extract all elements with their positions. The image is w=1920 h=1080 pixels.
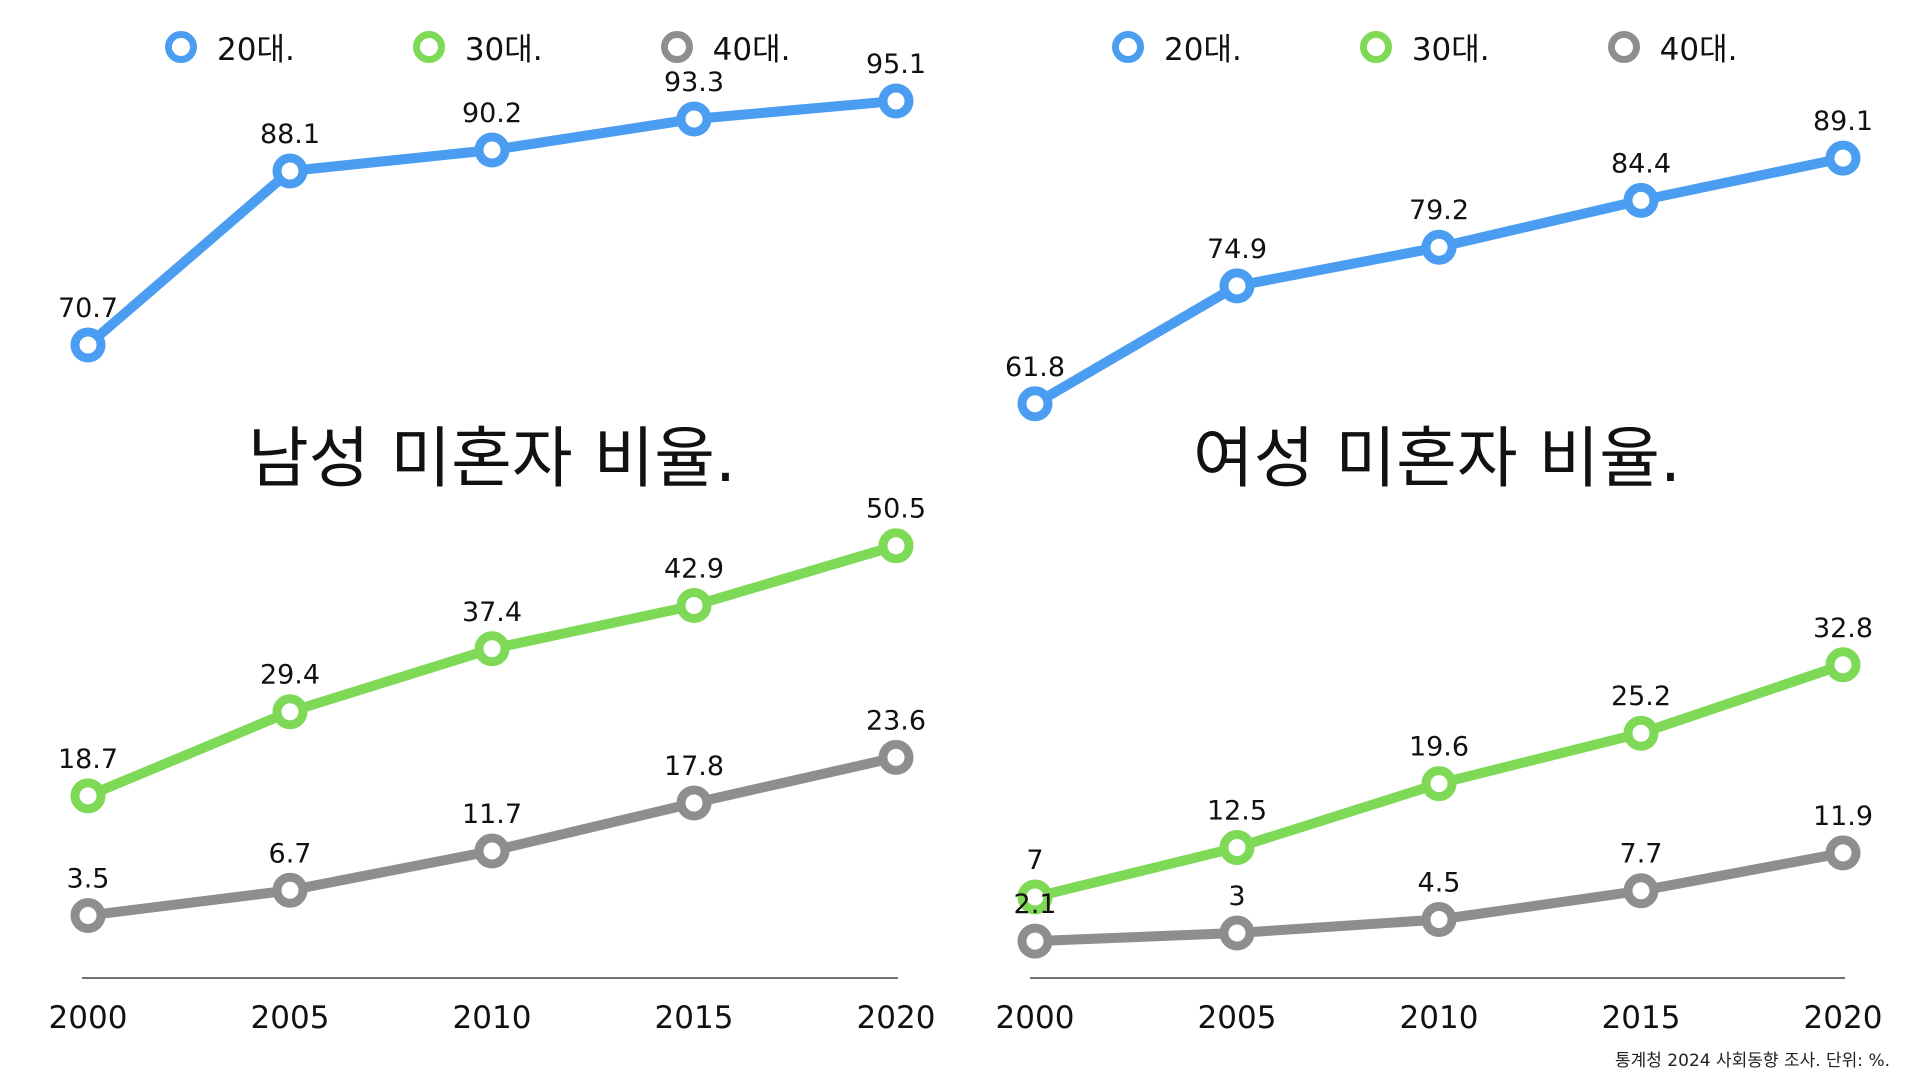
data-point bbox=[1017, 386, 1053, 422]
data-label: 23.6 bbox=[866, 705, 926, 736]
data-point bbox=[1421, 229, 1457, 265]
data-point bbox=[1623, 715, 1659, 751]
legend-marker-20s bbox=[165, 30, 197, 63]
legend-label: 20대. bbox=[217, 32, 295, 68]
data-point bbox=[1219, 268, 1255, 304]
legend-item-40s: 40대. bbox=[1607, 24, 1738, 69]
x-tick-label: 2010 bbox=[1400, 1000, 1479, 1036]
legend-marker-40s bbox=[660, 30, 693, 63]
legend-marker-20s bbox=[1112, 30, 1144, 63]
data-label: 32.8 bbox=[1813, 613, 1873, 644]
series-line-1 bbox=[83, 540, 901, 801]
data-label: 18.7 bbox=[58, 744, 118, 775]
legend-left: 20대. 30대. 40대. bbox=[165, 24, 790, 69]
legend-right: 20대. 30대. 40대. bbox=[1112, 24, 1737, 69]
data-label: 3 bbox=[1228, 881, 1245, 912]
data-point bbox=[676, 785, 712, 821]
legend-item-40s: 40대. bbox=[660, 24, 791, 69]
legend-marker-30s bbox=[412, 30, 445, 63]
x-tick-label: 2005 bbox=[1198, 1000, 1277, 1036]
data-point bbox=[272, 153, 308, 189]
legend-label: 30대. bbox=[1411, 32, 1490, 68]
data-point bbox=[474, 631, 510, 667]
chart-panel-0: 2000 2005 2010 2015 2020 70.7 88.1 90.2 93.3 95.1… bbox=[49, 49, 936, 1036]
data-label: 89.1 bbox=[1813, 106, 1873, 137]
data-label: 84.4 bbox=[1611, 148, 1671, 179]
data-label: 93.3 bbox=[664, 67, 724, 98]
x-tick-label: 2010 bbox=[453, 1000, 532, 1036]
legend-item-20s: 20대. bbox=[165, 24, 295, 69]
data-point bbox=[70, 778, 106, 814]
x-tick-label: 2015 bbox=[655, 1000, 734, 1036]
data-label: 95.1 bbox=[866, 49, 926, 80]
data-point bbox=[1825, 647, 1861, 683]
data-label: 11.9 bbox=[1813, 801, 1873, 832]
chart-title-female: 여성 미혼자 비율. bbox=[1193, 420, 1681, 497]
data-point bbox=[676, 101, 712, 137]
x-tick-label: 2000 bbox=[49, 1000, 128, 1036]
data-label: 7.7 bbox=[1620, 839, 1663, 870]
data-label: 3.5 bbox=[67, 863, 110, 894]
x-tick-label: 2015 bbox=[1602, 1000, 1681, 1036]
x-tick-label: 2000 bbox=[996, 1000, 1075, 1036]
legend-item-30s: 30대. bbox=[1359, 24, 1490, 69]
data-point bbox=[878, 528, 914, 564]
data-point bbox=[1421, 902, 1457, 937]
data-point bbox=[1017, 879, 1053, 915]
data-label: 37.4 bbox=[462, 597, 522, 628]
legend-item-20s: 20대. bbox=[1112, 24, 1242, 69]
legend-item-30s: 30대. bbox=[412, 24, 543, 69]
data-point bbox=[1219, 830, 1255, 865]
source-note: 통계청 2024 사회동향 조사. 단위: %. bbox=[1614, 1051, 1890, 1071]
data-point bbox=[1421, 766, 1457, 802]
legend-marker-40s bbox=[1607, 30, 1640, 63]
legend-label: 40대. bbox=[1659, 32, 1738, 68]
data-label: 42.9 bbox=[664, 554, 724, 585]
data-point bbox=[1623, 182, 1659, 218]
data-label: 61.8 bbox=[1005, 352, 1065, 383]
data-point bbox=[474, 132, 510, 168]
data-point bbox=[878, 83, 914, 119]
x-tick-label: 2020 bbox=[857, 1000, 936, 1036]
data-point bbox=[474, 833, 510, 869]
data-label: 74.9 bbox=[1207, 234, 1267, 265]
data-point bbox=[1017, 923, 1053, 959]
data-label: 90.2 bbox=[462, 98, 522, 129]
data-label: 29.4 bbox=[260, 660, 320, 691]
data-label: 11.7 bbox=[462, 799, 522, 830]
data-point bbox=[1623, 873, 1659, 909]
x-tick-label: 2020 bbox=[1804, 1000, 1883, 1036]
data-label: 2.1 bbox=[1014, 889, 1057, 920]
data-point bbox=[272, 872, 308, 908]
data-label: 12.5 bbox=[1207, 796, 1267, 827]
legend-label: 40대. bbox=[712, 32, 791, 68]
chart-panel-1: 2000 2005 2010 2015 2020 61.8 74.9 79.2 84.4 89.1… bbox=[996, 106, 1883, 1036]
data-label: 17.8 bbox=[664, 751, 724, 782]
data-point bbox=[878, 739, 914, 775]
data-point bbox=[676, 588, 712, 624]
data-point bbox=[70, 897, 106, 933]
data-label: 70.7 bbox=[58, 293, 118, 324]
data-label: 7 bbox=[1026, 845, 1043, 876]
legend-label: 30대. bbox=[464, 32, 543, 68]
data-point bbox=[272, 694, 308, 730]
data-label: 79.2 bbox=[1409, 195, 1469, 226]
x-tick-label: 2005 bbox=[251, 1000, 330, 1036]
data-point bbox=[1825, 140, 1861, 176]
legend-label: 20대. bbox=[1164, 32, 1242, 68]
data-point bbox=[70, 327, 106, 363]
data-label: 25.2 bbox=[1611, 681, 1671, 712]
data-label: 19.6 bbox=[1409, 732, 1469, 763]
data-point bbox=[1825, 835, 1861, 871]
data-point bbox=[1219, 915, 1255, 951]
data-label: 4.5 bbox=[1418, 868, 1461, 899]
data-label: 6.7 bbox=[269, 838, 312, 869]
chart-title-male: 남성 미혼자 비율. bbox=[248, 420, 736, 497]
legend-marker-30s bbox=[1359, 30, 1392, 63]
data-label: 88.1 bbox=[260, 119, 320, 150]
data-label: 50.5 bbox=[866, 494, 926, 525]
